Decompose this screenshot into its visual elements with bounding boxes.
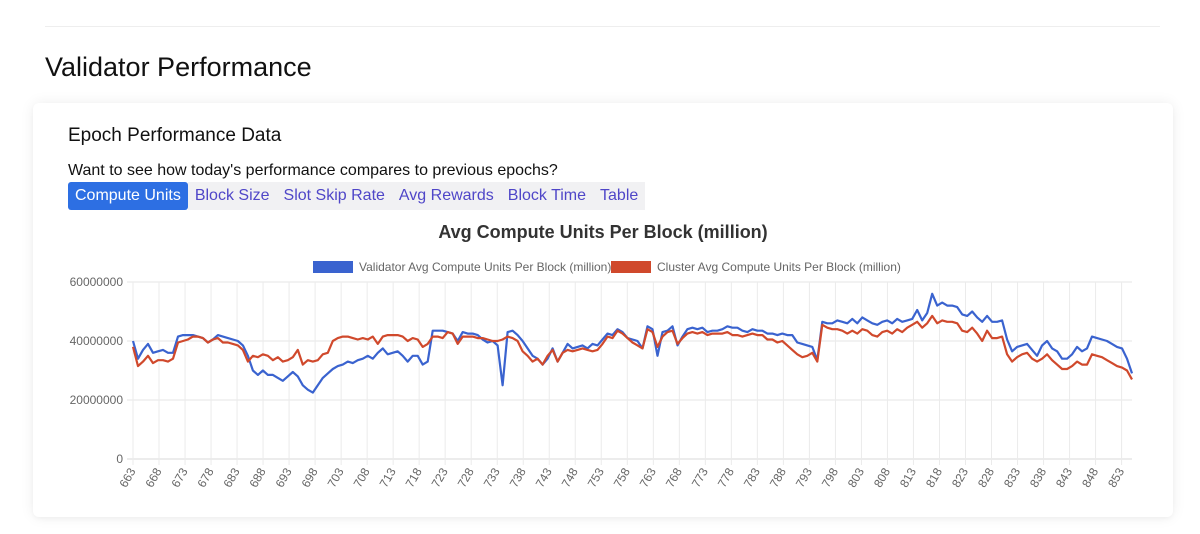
y-tick-label: 20000000 <box>70 393 124 407</box>
y-tick-label: 0 <box>116 452 123 466</box>
x-tick-label: 748 <box>559 465 581 490</box>
x-tick-label: 808 <box>871 465 893 490</box>
legend-item-cluster[interactable]: Cluster Avg Compute Units Per Block (mil… <box>611 260 901 274</box>
legend-label: Cluster Avg Compute Units Per Block (mil… <box>657 260 901 274</box>
x-tick-label: 698 <box>299 465 321 490</box>
x-tick-label: 843 <box>1053 465 1075 490</box>
x-tick-label: 773 <box>689 465 711 490</box>
x-tick-label: 803 <box>845 465 867 490</box>
x-tick-label: 718 <box>403 465 425 490</box>
x-tick-label: 798 <box>819 465 841 490</box>
x-tick-label: 758 <box>611 465 633 490</box>
x-tick-label: 853 <box>1105 465 1127 490</box>
legend-label: Validator Avg Compute Units Per Block (m… <box>359 260 611 274</box>
chart-series-lines <box>131 292 1134 394</box>
x-tick-label: 763 <box>637 465 659 490</box>
tab-table[interactable]: Table <box>593 182 646 210</box>
y-axis-ticks: 0 20000000 40000000 60000000 <box>70 275 124 466</box>
x-tick-label: 693 <box>273 465 295 490</box>
x-tick-label: 823 <box>949 465 971 490</box>
x-axis-ticks: 663 668 673 678 683 688 693 698 703 708 713 718 723 7… <box>116 465 1127 490</box>
tab-block-size[interactable]: Block Size <box>187 182 277 210</box>
x-tick-label: 663 <box>116 465 138 490</box>
x-tick-label: 743 <box>533 465 555 490</box>
x-tick-label: 838 <box>1027 465 1049 490</box>
x-tick-label: 778 <box>715 465 737 490</box>
legend-item-validator[interactable]: Validator Avg Compute Units Per Block (m… <box>313 260 611 274</box>
chart-grid <box>127 281 1132 465</box>
x-tick-label: 703 <box>325 465 347 490</box>
x-tick-label: 848 <box>1079 465 1101 490</box>
x-tick-label: 668 <box>142 465 164 490</box>
x-tick-label: 813 <box>897 465 919 490</box>
x-tick-label: 833 <box>1001 465 1023 490</box>
x-tick-label: 738 <box>507 465 529 490</box>
x-tick-label: 723 <box>429 465 451 490</box>
x-tick-label: 828 <box>975 465 997 490</box>
x-tick-label: 713 <box>377 465 399 490</box>
chart-legend[interactable]: Validator Avg Compute Units Per Block (m… <box>313 260 901 274</box>
legend-swatch <box>611 261 651 273</box>
cluster-series-line <box>131 314 1133 380</box>
y-tick-label: 60000000 <box>70 275 124 289</box>
x-tick-label: 768 <box>663 465 685 490</box>
x-tick-label: 733 <box>481 465 503 490</box>
chart-title: Avg Compute Units Per Block (million) <box>438 222 767 242</box>
tab-block-time[interactable]: Block Time <box>500 182 594 210</box>
metric-tabs: Compute Units Block Size Slot Skip Rate … <box>68 182 646 210</box>
x-tick-label: 708 <box>351 465 373 490</box>
page-title: Validator Performance <box>45 52 312 82</box>
card-prompt: Want to see how today's performance comp… <box>68 162 558 179</box>
x-tick-label: 673 <box>168 465 190 490</box>
x-tick-label: 728 <box>455 465 477 490</box>
legend-swatch <box>313 261 353 273</box>
card-title: Epoch Performance Data <box>68 125 282 146</box>
epoch-performance-card: Epoch Performance Data Want to see how t… <box>33 103 1173 517</box>
y-tick-label: 40000000 <box>70 334 124 348</box>
x-tick-label: 753 <box>585 465 607 490</box>
x-tick-label: 683 <box>221 465 243 490</box>
tab-avg-rewards[interactable]: Avg Rewards <box>391 182 501 210</box>
x-tick-label: 783 <box>741 465 763 490</box>
tab-compute-units[interactable]: Compute Units <box>68 182 188 210</box>
validator-series-line <box>131 292 1134 394</box>
top-divider <box>45 26 1160 27</box>
x-tick-label: 818 <box>923 465 945 490</box>
x-tick-label: 793 <box>793 465 815 490</box>
tab-slot-skip-rate[interactable]: Slot Skip Rate <box>276 182 392 210</box>
x-tick-label: 678 <box>195 465 217 490</box>
x-tick-label: 688 <box>247 465 269 490</box>
x-tick-label: 788 <box>767 465 789 490</box>
